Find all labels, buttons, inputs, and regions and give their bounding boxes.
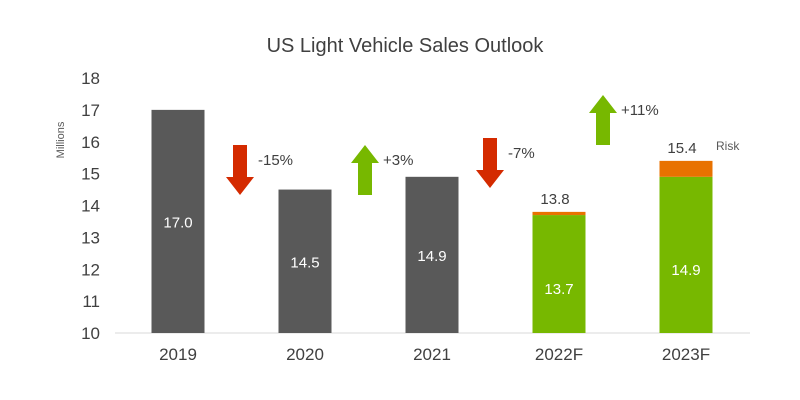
x-tick-label: 2019 bbox=[159, 345, 197, 364]
bar-value-label: 13.7 bbox=[544, 281, 573, 298]
y-tick-label: 17 bbox=[81, 101, 100, 120]
y-tick-label: 18 bbox=[81, 69, 100, 88]
arrow-up-icon bbox=[589, 95, 617, 145]
change-label: +11% bbox=[621, 102, 659, 119]
risk-label: Risk bbox=[716, 139, 740, 153]
total-label: 13.8 bbox=[540, 191, 569, 208]
total-label: 15.4 bbox=[667, 140, 696, 157]
bar-value-label: 14.5 bbox=[290, 254, 319, 271]
bar-2020 bbox=[278, 189, 332, 333]
y-tick-label: 13 bbox=[81, 228, 100, 247]
y-tick-label: 10 bbox=[81, 324, 100, 343]
change-label: +3% bbox=[383, 152, 413, 169]
y-tick-label: 12 bbox=[81, 260, 100, 279]
x-tick-label: 2021 bbox=[413, 345, 451, 364]
change-label: -15% bbox=[258, 152, 293, 169]
y-axis-label: Millions bbox=[55, 121, 67, 158]
x-tick-label: 2020 bbox=[286, 345, 324, 364]
risk-bar-2023F bbox=[659, 160, 713, 177]
bar-2023F bbox=[659, 176, 713, 333]
y-tick-label: 14 bbox=[81, 197, 100, 216]
bar-2021 bbox=[405, 176, 459, 333]
chart-title: US Light Vehicle Sales Outlook bbox=[267, 35, 545, 57]
bar-2019 bbox=[151, 109, 205, 333]
arrow-down-icon bbox=[226, 145, 254, 195]
y-tick-label: 11 bbox=[82, 292, 100, 311]
arrow-down-icon bbox=[476, 138, 504, 188]
change-label: -7% bbox=[508, 145, 535, 162]
bar-value-label: 14.9 bbox=[671, 262, 700, 279]
x-tick-label: 2022F bbox=[535, 345, 583, 364]
risk-bar-2022F bbox=[532, 211, 586, 216]
bar-2022F bbox=[532, 215, 586, 333]
bar-value-label: 14.9 bbox=[417, 248, 446, 265]
arrow-up-icon bbox=[351, 145, 379, 195]
y-tick-label: 15 bbox=[81, 165, 100, 184]
bar-value-label: 17.0 bbox=[163, 214, 192, 231]
y-tick-label: 16 bbox=[81, 133, 100, 152]
x-tick-label: 2023F bbox=[662, 345, 710, 364]
